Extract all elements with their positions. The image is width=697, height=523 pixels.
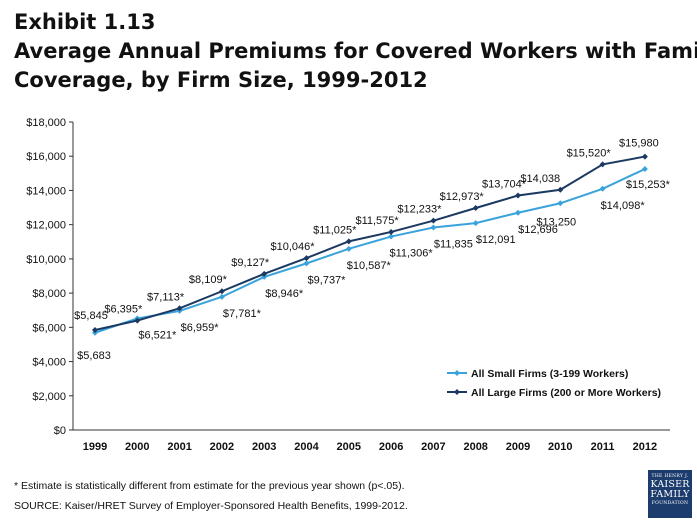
large-firms-data-label: $9,127* [231,257,270,269]
large-firms-data-label: $12,973* [440,191,485,203]
small-firms-data-label: $6,521* [138,329,177,341]
x-tick-label: 2005 [337,441,361,453]
large-firms-data-label: $6,395* [104,304,143,316]
large-firms-data-label: $10,046* [270,241,315,253]
series-line-large-firms [94,155,646,331]
logo-line2: KAISER [650,479,690,490]
small-firms-point [303,260,310,267]
exhibit-number: Exhibit 1.13 [14,10,156,34]
large-firms-data-label: $15,520* [567,147,612,159]
small-firms-data-label: $10,587* [347,260,392,272]
large-firms-data-label: $5,845 [74,310,108,322]
x-tick-label: 2001 [167,441,191,453]
line-chart: $0 $2,000 $4,000 $6,000 $8,000 $10,000 $12,000… [26,117,671,453]
small-firms-data-label: $12,696 [518,224,558,236]
small-firms-data-label: $13,250 [536,216,576,228]
large-firms-data-label: $12,233* [397,204,442,216]
small-firms-point [515,209,521,216]
chart-title-line1: Average Annual Premiums for Covered Work… [14,39,697,63]
large-firms-point [303,255,310,262]
y-tick-label: $4,000 [32,357,66,369]
source-note: SOURCE: Kaiser/HRET Survey of Employer-S… [14,500,408,512]
legend-swatch-marker [454,389,460,395]
small-firms-point [388,233,395,240]
x-tick-label: 2012 [633,441,657,453]
y-tick-label: $0 [54,425,66,437]
small-firms-data-label: $11,835 [434,238,473,250]
y-tick-label: $14,000 [26,185,66,197]
large-firms-point [430,217,437,224]
y-tick-label: $12,000 [26,220,66,232]
small-firms-point [641,166,648,173]
y-tick-label: $6,000 [32,322,66,334]
title-block: Exhibit 1.13 Average Annual Premiums for… [14,8,697,95]
legend-label-small-firms: All Small Firms (3-199 Workers) [471,368,628,380]
small-firms-point [345,245,352,252]
small-firms-point [599,185,606,192]
x-tick-label: 2007 [421,441,445,453]
small-firms-point [557,200,564,207]
large-firms-point [176,305,183,312]
large-firms-point [218,288,225,295]
x-tick-label: 2004 [294,441,319,453]
large-firms-point [557,186,564,193]
x-tick-label: 2009 [506,441,530,453]
small-firms-data-label: $11,306* [389,248,433,260]
x-tick-label: 1999 [83,441,107,453]
chart-title-line2: Coverage, by Firm Size, 1999-2012 [14,68,428,92]
large-firms-point [92,326,98,333]
large-firms-data-label: $14,038 [520,173,560,185]
x-tick-label: 2006 [379,441,403,453]
y-tick-label: $18,000 [26,117,66,129]
series-line-small-firms [94,168,646,334]
large-firms-point [641,153,648,160]
small-firms-data-label: $9,737* [308,274,347,286]
legend-swatch-marker [454,370,460,376]
large-firms-point [134,317,141,324]
small-firms-point [472,220,479,227]
x-tick-label: 2002 [210,441,234,453]
small-firms-point [430,224,437,231]
large-firms-data-label: $7,113* [147,291,185,303]
large-firms-data-label: $11,575* [355,215,399,227]
large-firms-data-label: $8,109* [189,274,228,286]
footnote-significance: * Estimate is statistically different fr… [14,480,405,492]
large-firms-point [345,238,352,245]
x-tick-label: 2000 [125,441,149,453]
small-firms-data-label: $15,253* [626,179,671,191]
large-firms-point [388,228,395,235]
y-tick-label: $16,000 [26,151,66,163]
small-firms-data-label: $6,959* [181,322,220,334]
y-tick-label: $10,000 [26,254,66,266]
large-firms-point [261,270,268,277]
large-firms-data-label: $11,025* [313,224,357,236]
large-firms-data-label: $13,704* [482,179,527,191]
legend-label-large-firms: All Large Firms (200 or More Workers) [471,387,661,399]
large-firms-point [515,192,521,199]
kff-logo: THE HENRY J. KAISER FAMILY FOUNDATION [648,470,692,518]
small-firms-data-label: $8,946* [265,288,304,300]
y-tick-label: $8,000 [32,288,66,300]
x-tick-label: 2011 [591,441,615,453]
x-tick-label: 2008 [463,441,487,453]
logo-line3: FAMILY [650,489,690,500]
x-tick-label: 2010 [548,441,572,453]
small-firms-data-label: $14,098* [601,200,646,212]
x-tick-label: 2003 [252,441,276,453]
logo-line1: THE HENRY J. [651,474,689,479]
large-firms-point [599,161,606,168]
small-firms-data-label: $7,781* [223,308,262,320]
small-firms-data-label: $5,683 [77,350,111,362]
y-tick-label: $2,000 [32,391,66,403]
large-firms-data-label: $15,980 [619,138,659,150]
large-firms-point [472,205,479,212]
small-firms-point [218,293,225,300]
logo-line4: FOUNDATION [651,501,689,506]
small-firms-data-label: $12,091 [476,234,516,246]
